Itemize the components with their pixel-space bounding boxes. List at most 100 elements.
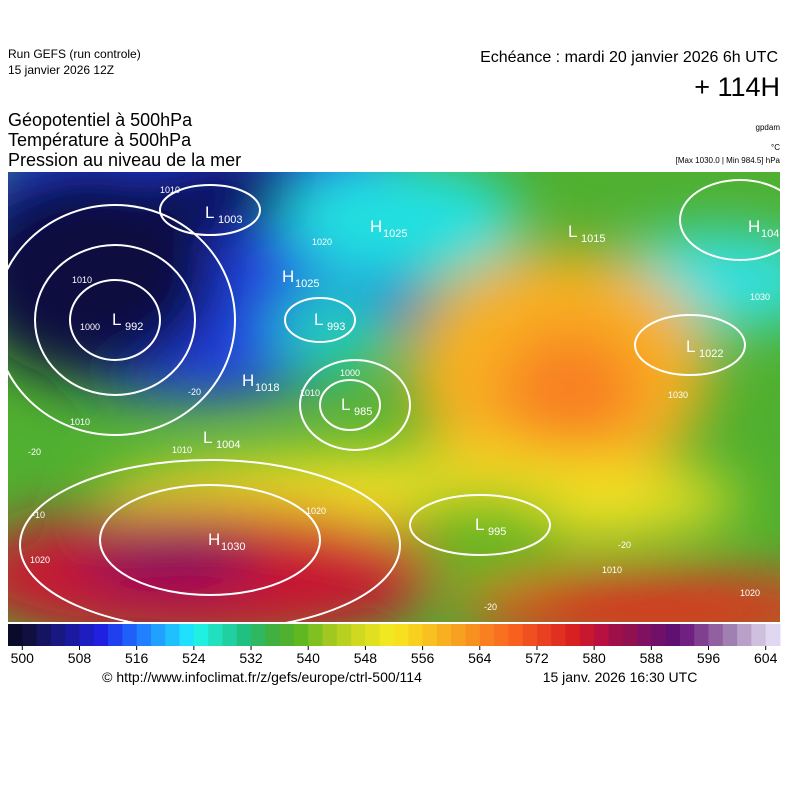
center-kind: L [568,222,577,241]
center-value: 1004 [216,439,240,451]
colorbar-tick-label: 548 [354,650,378,666]
colorbar-tick-label: 524 [182,650,206,666]
contour-label: 1010 [172,445,192,455]
center-kind: L [314,310,323,329]
colorbar-tick-label: 596 [697,650,721,666]
colorbar-tick-label: 516 [125,650,149,666]
contour-label: -10 [32,510,45,520]
colorbar-cell [308,624,324,646]
contour-label: 1030 [750,292,770,302]
colorbar-cell [665,624,681,646]
colorbar-cell [694,624,710,646]
colorbar-cell [351,624,366,646]
contour-label: -20 [484,602,497,612]
echeance: Echéance : mardi 20 janvier 2026 6h UTC [480,49,778,66]
colorbar-cell [8,624,23,646]
contour-label: 1010 [602,565,622,575]
colorbar-cell [108,624,123,646]
center-value: 992 [125,321,143,333]
center-value: 1025 [383,228,407,240]
contour-label: -20 [618,540,631,550]
timestamp: 15 janv. 2026 16:30 UTC [543,669,698,685]
map [8,172,780,622]
colorbar-cell [622,624,638,646]
colorbar-cell [222,624,238,646]
run-label: Run GEFS (run controle) [8,47,141,61]
colorbar-tick-label: 572 [525,650,549,666]
colorbar-cell [136,624,152,646]
colorbar-cell [279,624,295,646]
colorbar-tick-label: 500 [11,650,35,666]
colorbar-cell [122,624,138,646]
center-value: 993 [327,321,345,333]
colorbar-cell [93,624,109,646]
colorbar-cell [79,624,95,646]
colorbar-tick-label: 508 [68,650,92,666]
contour-label: 1010 [72,275,92,285]
colorbar-cell [208,624,223,646]
colorbar-cell [422,624,438,646]
colorbar-cell [322,624,338,646]
colorbar-cell [65,624,80,646]
colorbar-cell [508,624,524,646]
center-kind: H [370,217,382,236]
colorbar-cell [408,624,424,646]
colorbar-cell [536,624,552,646]
lead-time: + 114H [694,72,780,102]
colorbar-cell [293,624,309,646]
colorbar-tick-label: 580 [582,650,606,666]
contour-label: 1000 [340,368,360,378]
colorbar-cell [637,624,652,646]
contour-label: 1010 [160,185,180,195]
center-value: 985 [354,406,372,418]
center-kind: H [242,371,254,390]
center-kind: L [203,428,212,447]
center-kind: L [475,515,484,534]
center-value: 104 [761,228,779,240]
center-kind: H [208,530,220,549]
center-kind: H [282,267,294,286]
colorbar-cell [451,624,466,646]
colorbar-cell [394,624,409,646]
contour-label: 1020 [30,555,50,565]
contour-label: 1000 [80,322,100,332]
colorbar-cell [336,624,352,646]
colorbar-cell [36,624,52,646]
colorbar-cell [265,624,281,646]
colorbar-cell [193,624,209,646]
colorbar-tick-label: 540 [297,650,321,666]
colorbar-tick-label: 556 [411,650,435,666]
unit-label: °C [771,143,780,152]
contour-label: -20 [28,447,41,457]
center-value: 1025 [295,278,319,290]
center-kind: L [205,203,214,222]
colorbar-cell [179,624,195,646]
center-kind: L [686,337,695,356]
center-value: 995 [488,526,506,538]
colorbar-cell [737,624,752,646]
colorbar-cell [765,624,781,646]
colorbar-cell [465,624,481,646]
colorbar-cell [251,624,266,646]
colorbar-cell [165,624,181,646]
contour-label: 1010 [70,417,90,427]
center-value: 1022 [699,348,723,360]
center-kind: H [748,217,760,236]
colorbar-cell [708,624,724,646]
center-value: 1015 [581,233,605,245]
title-line: Géopotentiel à 500hPa [8,110,193,130]
contour-label: 1020 [306,506,326,516]
unit-label: gpdam [756,123,781,132]
colorbar-cell [365,624,381,646]
colorbar-cell [436,624,452,646]
center-value: 1003 [218,214,242,226]
center-value: 1018 [255,382,279,394]
colorbar-cell [236,624,252,646]
colorbar-tick-label: 564 [468,650,492,666]
colorbar-cell [522,624,538,646]
colorbar-cell [479,624,495,646]
colorbar-cell [751,624,767,646]
